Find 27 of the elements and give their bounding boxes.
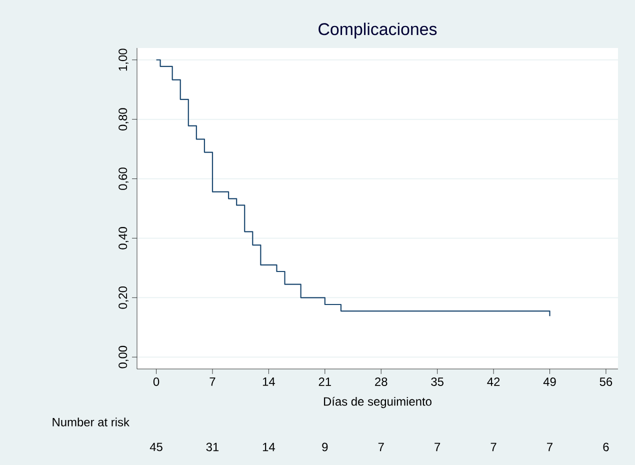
text: 14	[262, 442, 275, 452]
x-tick-label: 56	[600, 378, 612, 386]
text: 9	[322, 442, 328, 452]
text: 45	[150, 442, 162, 452]
x-tick-label: 14	[262, 378, 275, 386]
x-axis-title: Días de seguimiento	[324, 396, 432, 408]
y-tick-label: 0,20	[118, 286, 128, 309]
x-tick-label: 0	[153, 378, 160, 386]
x-tick-label: 7	[210, 378, 216, 386]
text: 31	[206, 442, 219, 452]
y-tick-label: 0,80	[118, 108, 128, 130]
x-tick-label: 35	[431, 378, 444, 386]
text: 7	[490, 442, 496, 452]
y-tick-label: 0,60	[118, 168, 128, 190]
y-tick-label: 0,40	[118, 227, 128, 250]
chart-title: Complicaciones	[318, 22, 437, 38]
x-tick-label: 42	[487, 378, 500, 386]
x-tick-label: 49	[543, 378, 556, 386]
text: 6	[603, 442, 609, 452]
y-tick-label: 0,00	[118, 346, 128, 368]
text: 7	[378, 442, 384, 452]
x-tick-label: 28	[375, 378, 388, 386]
y-tick-label: 1,00	[118, 48, 128, 71]
text: 7	[434, 442, 440, 452]
text: 7	[547, 442, 552, 452]
x-tick-label: 21	[318, 378, 331, 386]
text: Number at risk	[52, 418, 130, 426]
